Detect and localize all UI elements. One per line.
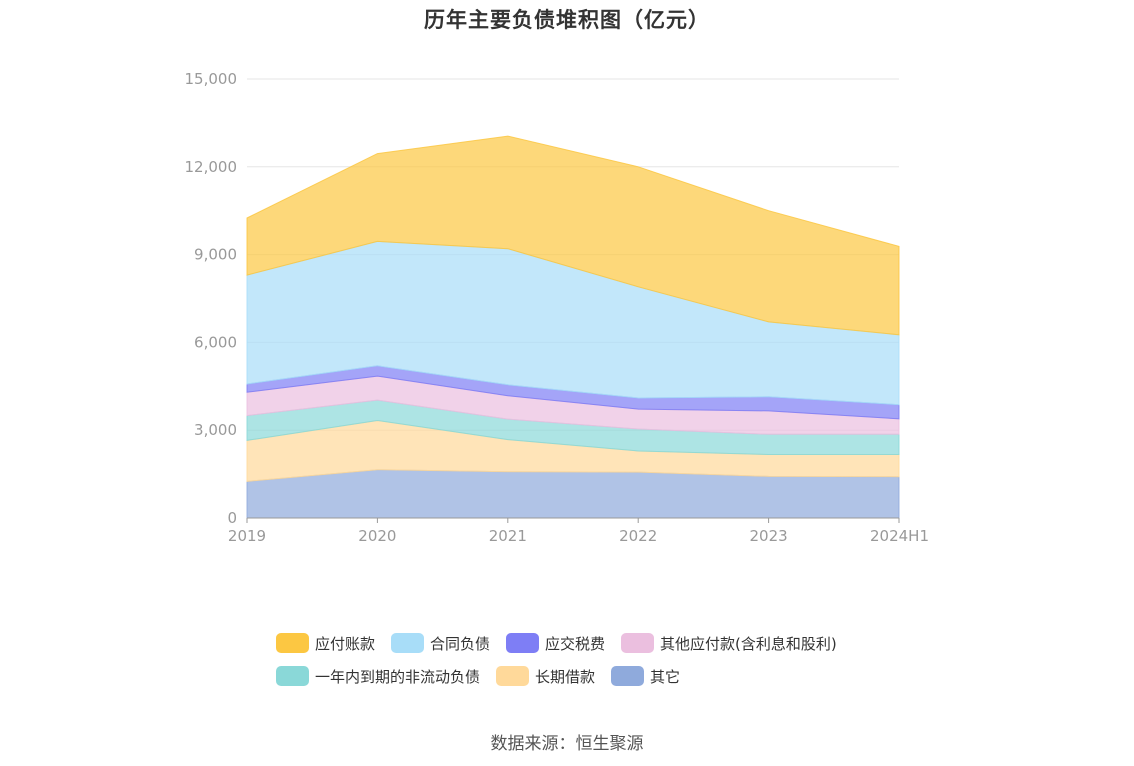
legend-label: 其他应付款(含利息和股利) <box>660 634 837 653</box>
x-tick-label: 2024H1 <box>870 527 929 545</box>
legend-label: 合同负债 <box>430 634 491 653</box>
x-tick-label: 2023 <box>750 527 788 545</box>
axes: 0 3,000 6,000 9,000 12,000 15,000 2019 2020 2021… <box>185 70 930 545</box>
x-tick-label: 2020 <box>358 527 396 545</box>
legend-item[interactable]: 其它 <box>611 666 680 687</box>
legend-row: 应付账款 合同负债 应交税费 其他应付款(含利息和股利) <box>276 632 916 654</box>
legend-item[interactable]: 一年内到期的非流动负债 <box>276 666 480 687</box>
legend-item[interactable]: 长期借款 <box>496 666 595 687</box>
y-tick-label: 0 <box>227 509 237 527</box>
legend-label: 一年内到期的非流动负债 <box>315 667 481 686</box>
legend-swatch <box>276 633 309 653</box>
x-tick-label: 2019 <box>228 527 266 545</box>
legend-swatch <box>611 666 645 686</box>
y-tick-label: 15,000 <box>185 70 238 88</box>
legend-swatch <box>621 633 655 653</box>
legend-label: 应交税费 <box>545 634 606 653</box>
chart-title: 历年主要负债堆积图（亿元） <box>424 8 710 32</box>
legend-swatch <box>506 633 540 653</box>
legend-label: 应付账款 <box>315 634 376 653</box>
legend-item[interactable]: 应交税费 <box>506 633 605 654</box>
area-series-6 <box>246 135 900 336</box>
x-tick-label: 2022 <box>619 527 657 545</box>
legend-swatch <box>391 633 425 653</box>
legend-swatch <box>496 666 530 686</box>
y-tick-label: 12,000 <box>185 158 238 176</box>
legend-swatch <box>276 666 309 686</box>
area-series <box>246 135 900 519</box>
x-tick-label: 2021 <box>489 527 527 545</box>
y-tick-label: 3,000 <box>194 421 237 439</box>
legend-item[interactable]: 其他应付款(含利息和股利) <box>621 633 837 654</box>
legend-label: 长期借款 <box>535 667 596 686</box>
y-tick-label: 6,000 <box>194 333 237 351</box>
legend-row: 一年内到期的非流动负债 长期借款 其它 <box>276 665 916 687</box>
y-tick-label: 9,000 <box>194 246 237 264</box>
legend-item[interactable]: 应付账款 <box>276 633 375 654</box>
data-source: 数据来源：恒生聚源 <box>490 734 644 754</box>
legend: 应付账款 合同负债 应交税费 其他应付款(含利息和股利) 一年内到期的非流动负债 长期借款… <box>276 632 916 698</box>
legend-item[interactable]: 合同负债 <box>391 633 490 654</box>
legend-label: 其它 <box>650 667 681 686</box>
